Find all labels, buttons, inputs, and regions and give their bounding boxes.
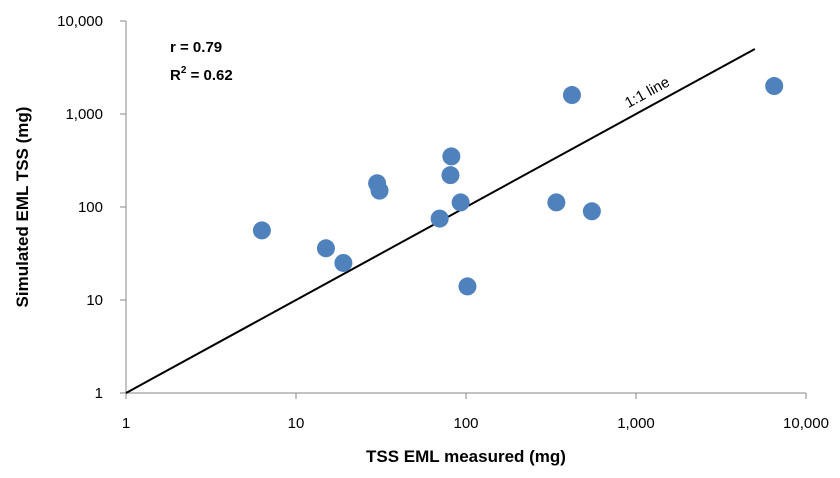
data-points — [252, 77, 784, 296]
data-point — [765, 77, 784, 96]
x-tick-label: 10,000 — [783, 415, 829, 432]
data-point — [316, 239, 335, 258]
one-to-one-line-label: 1:1 line — [622, 74, 673, 112]
y-tick-label: 10 — [86, 292, 103, 309]
data-point — [441, 166, 460, 185]
data-point — [547, 193, 566, 212]
tick-marks — [120, 20, 807, 399]
y-tick-labels: 1 10 100 1,000 10,000 — [57, 13, 103, 402]
data-point — [451, 193, 470, 212]
data-point — [334, 253, 353, 272]
data-point — [458, 277, 477, 296]
y-axis-title: Simulated EML TSS (mg) — [13, 107, 32, 308]
y-tick-label: 1 — [95, 385, 103, 402]
data-point — [582, 202, 601, 221]
x-tick-label: 1,000 — [617, 415, 655, 432]
r-squared-superscript: 2 — [181, 65, 187, 76]
r-squared-prefix: R — [170, 67, 181, 84]
y-tick-label: 10,000 — [57, 13, 103, 30]
x-tick-label: 100 — [453, 415, 478, 432]
data-point — [430, 209, 449, 228]
r-squared-value: = 0.62 — [186, 67, 232, 84]
r-annotation: r = 0.79 — [170, 39, 222, 56]
data-point — [562, 86, 581, 105]
data-point — [252, 221, 271, 240]
data-point — [442, 147, 461, 166]
data-point — [370, 181, 389, 200]
y-tick-label: 1,000 — [65, 106, 103, 123]
x-tick-label: 1 — [122, 415, 130, 432]
x-tick-labels: 1 10 100 1,000 10,000 — [122, 415, 829, 432]
y-tick-label: 100 — [78, 199, 103, 216]
x-axis-title: TSS EML measured (mg) — [366, 447, 566, 466]
x-tick-label: 10 — [288, 415, 305, 432]
r-squared-annotation: R2 = 0.62 — [170, 65, 233, 84]
